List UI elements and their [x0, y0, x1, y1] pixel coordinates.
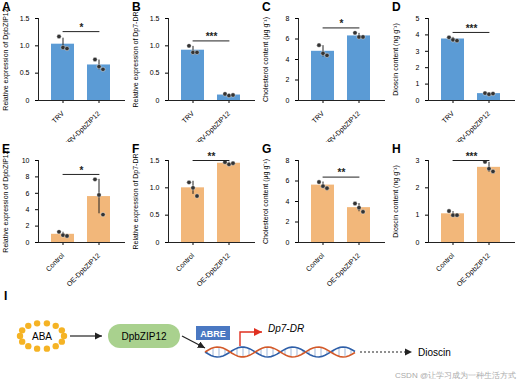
svg-text:Control: Control [44, 251, 65, 272]
svg-text:4: 4 [286, 56, 290, 63]
svg-text:1.0: 1.0 [150, 42, 160, 49]
svg-text:Control: Control [174, 251, 195, 272]
svg-text:0: 0 [416, 97, 420, 104]
svg-text:0.5: 0.5 [20, 69, 30, 76]
svg-text:8: 8 [26, 173, 30, 180]
svg-text:0: 0 [156, 97, 160, 104]
svg-text:1.5: 1.5 [150, 15, 160, 22]
svg-text:2: 2 [416, 184, 420, 191]
svg-text:0.5: 0.5 [150, 69, 160, 76]
svg-text:1: 1 [416, 211, 420, 218]
svg-text:2: 2 [286, 218, 290, 225]
svg-text:OE-DpbZIP12: OE-DpbZIP12 [195, 252, 232, 289]
svg-text:Cholesterol content (μg g⁻¹): Cholesterol content (μg g⁻¹) [262, 159, 270, 244]
svg-text:***: *** [206, 31, 218, 42]
svg-text:0: 0 [416, 239, 420, 246]
svg-text:ABA: ABA [32, 331, 52, 342]
svg-text:1.5: 1.5 [20, 15, 30, 22]
svg-text:TRV: TRV [441, 109, 456, 124]
svg-text:4: 4 [26, 206, 30, 213]
svg-text:DpbZIP12: DpbZIP12 [121, 331, 166, 342]
svg-text:**: ** [208, 151, 216, 162]
svg-text:*: * [340, 18, 344, 29]
svg-text:1.0: 1.0 [150, 184, 160, 191]
svg-text:*: * [80, 22, 84, 33]
svg-text:8: 8 [286, 15, 290, 22]
svg-text:CSDN @让学习成为一种生活方式: CSDN @让学习成为一种生活方式 [395, 371, 516, 380]
svg-text:0: 0 [26, 239, 30, 246]
svg-text:***: *** [466, 23, 478, 34]
svg-text:4: 4 [286, 198, 290, 205]
svg-text:TRV: TRV [51, 109, 66, 124]
svg-text:Dioscin content (ng g⁻¹): Dioscin content (ng g⁻¹) [392, 23, 400, 95]
svg-text:0: 0 [156, 239, 160, 246]
svg-text:OE-DpbZIP12: OE-DpbZIP12 [455, 252, 492, 289]
svg-text:2: 2 [26, 222, 30, 229]
svg-text:Relative expression of Dp7-DR: Relative expression of Dp7-DR [132, 153, 140, 249]
svg-text:5: 5 [416, 15, 420, 22]
svg-text:*: * [80, 165, 84, 176]
svg-text:6: 6 [26, 190, 30, 197]
svg-text:6: 6 [286, 177, 290, 184]
svg-text:Relative expression of Dp7-DR: Relative expression of Dp7-DR [132, 11, 140, 107]
svg-text:TRV: TRV [181, 109, 196, 124]
svg-text:TRV: TRV [311, 109, 326, 124]
svg-text:**: ** [338, 167, 346, 178]
svg-text:OE-DpbZIP12: OE-DpbZIP12 [65, 252, 102, 289]
svg-text:10: 10 [22, 157, 30, 164]
svg-text:Relative expression of DpbZIP1: Relative expression of DpbZIP12 [2, 8, 10, 110]
svg-text:I: I [4, 289, 7, 303]
svg-text:8: 8 [286, 157, 290, 164]
svg-text:1.5: 1.5 [150, 157, 160, 164]
svg-text:OE-DpbZIP12: OE-DpbZIP12 [325, 252, 362, 289]
svg-text:ABRE: ABRE [200, 329, 226, 339]
svg-text:3: 3 [416, 157, 420, 164]
svg-text:2: 2 [416, 64, 420, 71]
svg-text:1.0: 1.0 [20, 42, 30, 49]
svg-text:2: 2 [286, 76, 290, 83]
svg-text:Dioscin: Dioscin [418, 347, 451, 358]
svg-text:***: *** [466, 151, 478, 162]
svg-text:0: 0 [286, 239, 290, 246]
svg-text:1: 1 [416, 80, 420, 87]
svg-text:Dp7-DR: Dp7-DR [268, 323, 304, 334]
svg-text:Control: Control [304, 251, 325, 272]
svg-text:Cholesterol content (μg g⁻¹): Cholesterol content (μg g⁻¹) [262, 17, 270, 102]
svg-text:Control: Control [434, 251, 455, 272]
svg-text:3: 3 [416, 48, 420, 55]
svg-text:0: 0 [286, 97, 290, 104]
svg-text:4: 4 [416, 31, 420, 38]
svg-text:Dioscin content (ng g⁻¹): Dioscin content (ng g⁻¹) [392, 165, 400, 237]
svg-text:Relative expression of DpbZIP1: Relative expression of DpbZIP12 [2, 150, 10, 252]
svg-text:0.5: 0.5 [150, 211, 160, 218]
svg-text:6: 6 [286, 35, 290, 42]
svg-text:0: 0 [26, 97, 30, 104]
